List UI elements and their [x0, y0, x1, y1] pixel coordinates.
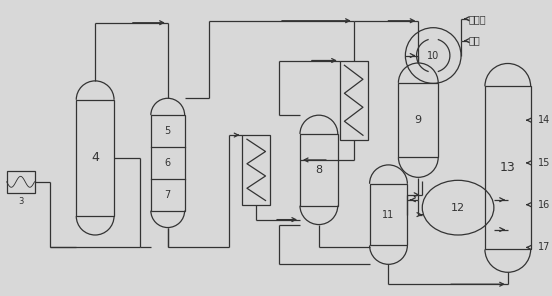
Bar: [300, 134, 338, 206]
Text: 12: 12: [451, 203, 465, 213]
Text: 7: 7: [164, 190, 171, 200]
Bar: [151, 115, 184, 211]
Bar: [7, 171, 35, 193]
Text: 13: 13: [500, 161, 516, 174]
Text: 5: 5: [164, 126, 171, 136]
Text: 原料油: 原料油: [468, 14, 486, 24]
Text: 16: 16: [538, 200, 550, 210]
Text: 3: 3: [18, 197, 23, 206]
Text: 6: 6: [164, 158, 171, 168]
Bar: [242, 135, 270, 205]
Text: 4: 4: [91, 152, 99, 165]
Text: 15: 15: [538, 158, 550, 168]
Text: 新氢: 新氢: [468, 36, 480, 46]
Text: 10: 10: [427, 51, 439, 60]
Bar: [370, 184, 407, 245]
Bar: [485, 86, 530, 250]
Text: 8: 8: [315, 165, 322, 175]
Text: 9: 9: [415, 115, 422, 125]
Bar: [339, 60, 368, 140]
Bar: [399, 83, 438, 157]
Text: 14: 14: [538, 115, 550, 125]
Text: 17: 17: [538, 242, 550, 252]
Text: 11: 11: [383, 210, 395, 220]
Bar: [76, 100, 114, 216]
